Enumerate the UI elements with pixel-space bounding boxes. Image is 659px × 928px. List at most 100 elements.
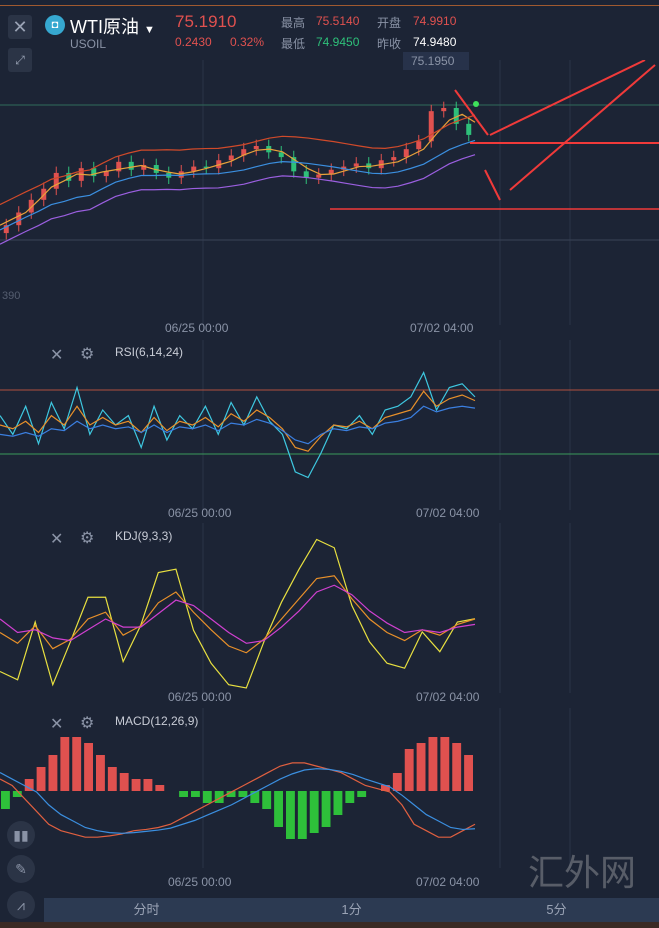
candle-body (416, 141, 422, 150)
symbol-code: USOIL (70, 37, 107, 51)
close-button[interactable]: ✕ (8, 15, 32, 39)
rsi24-line (0, 405, 476, 445)
macd-bar (452, 743, 462, 791)
j-line (0, 538, 476, 689)
expand-icon: ⤢ (15, 52, 25, 67)
macd-bar (381, 785, 390, 791)
date-label: 06/25 00:00 (168, 875, 232, 889)
rsi6-line (0, 370, 476, 479)
macd-bar (96, 755, 105, 791)
macd-bar (416, 743, 426, 791)
close-icon: ✕ (12, 16, 28, 37)
rsi-chart[interactable] (0, 340, 659, 523)
close-indicator-icon[interactable]: ✕ (50, 531, 64, 548)
macd-bar (179, 791, 188, 797)
candle-body (216, 160, 222, 169)
candle-body (3, 225, 9, 234)
candle-body (328, 169, 334, 175)
macd-bar (250, 791, 260, 803)
open-label: 开盘 (377, 16, 402, 30)
macd-bar (309, 791, 319, 833)
symbol-logo-icon: ◘ (45, 15, 65, 35)
date-label: 06/25 00:00 (168, 690, 232, 704)
price-change-pct: 0.32% (230, 35, 265, 49)
settings-gear-icon[interactable]: ⚙ (80, 530, 95, 547)
candle-body (303, 171, 309, 178)
macd-bar (357, 791, 367, 797)
trend-arrow (489, 60, 646, 136)
trend-arrow (454, 89, 489, 136)
macd-bar (36, 767, 46, 791)
last-price: 75.1910 (175, 12, 237, 31)
candle-body (291, 157, 297, 172)
tab-timeshare[interactable]: 分时 (133, 902, 160, 917)
tab-1min[interactable]: 1分 (341, 902, 362, 917)
macd-bar (1, 791, 10, 809)
macd-bar (226, 791, 236, 797)
macd-bar (72, 737, 82, 791)
candle-body (253, 146, 259, 150)
candle-body (453, 108, 459, 124)
macd-bar (404, 749, 414, 791)
top-divider (0, 5, 659, 6)
close-indicator-icon[interactable]: ✕ (50, 347, 64, 364)
macd-bar (214, 791, 224, 803)
rsi-label: RSI(6,14,24) (115, 345, 184, 359)
tab-5min[interactable]: 5分 (546, 902, 567, 917)
macd-bar (107, 767, 117, 791)
macd-bar (24, 779, 34, 791)
candle-body (428, 111, 434, 142)
macd-label: MACD(12,26,9) (115, 714, 199, 728)
candle-body (28, 199, 34, 213)
candle-body (178, 171, 184, 178)
date-label: 06/25 00:00 (168, 506, 232, 520)
bottom-bar (0, 922, 659, 928)
crosshair-tooltip: 75.1950 (403, 52, 469, 70)
candlestick-tool-button[interactable]: ▮▮ (7, 821, 35, 849)
macd-bar (262, 791, 272, 809)
date-label: 07/02 04:00 (416, 506, 480, 520)
macd-bar (297, 791, 307, 839)
macd-bar (60, 737, 70, 791)
macd-bar (392, 773, 402, 791)
candle-body (391, 157, 397, 161)
price-change: 0.2430 (175, 35, 212, 49)
settings-gear-icon[interactable]: ⚙ (80, 346, 95, 363)
trend-arrow (484, 169, 501, 201)
kdj-chart[interactable] (0, 523, 659, 708)
candle-body (353, 163, 359, 167)
timeframe-tabs: 分时 1分 5分 (44, 898, 659, 922)
candle-body (441, 108, 447, 112)
candlestick-icon: ▮▮ (13, 826, 29, 843)
expand-button[interactable]: ⤢ (8, 48, 32, 72)
candle-body (128, 161, 134, 170)
indicator-icon: ⩘ (17, 896, 25, 913)
macd-bar (119, 773, 129, 791)
candle-body (466, 123, 472, 135)
macd-bar (464, 755, 473, 791)
candle-body (228, 155, 234, 161)
pencil-icon: ✎ (15, 860, 27, 877)
crosshair-price: 75.1950 (411, 54, 455, 68)
macd-bar (274, 791, 283, 827)
trend-arrow (509, 64, 656, 191)
close-indicator-icon[interactable]: ✕ (50, 716, 64, 733)
candle-body (203, 166, 209, 169)
price-chart[interactable] (0, 60, 659, 340)
settings-gear-icon[interactable]: ⚙ (80, 715, 95, 732)
candle-body (191, 166, 197, 172)
k-line (0, 575, 476, 654)
symbol-selector[interactable]: WTI原油 ▼ (70, 13, 155, 39)
candle-body (403, 149, 409, 158)
date-label: 07/02 04:00 (410, 321, 474, 335)
indicator-tool-button[interactable]: ⩘ (7, 891, 35, 919)
draw-tool-button[interactable]: ✎ (7, 855, 35, 883)
candle-body (116, 161, 122, 172)
macd-chart[interactable] (0, 708, 659, 898)
macd-bar (321, 791, 331, 827)
current-price-dot (473, 101, 479, 107)
date-label: 07/02 04:00 (416, 875, 480, 889)
macd-bar (12, 791, 22, 797)
candle-body (16, 212, 22, 226)
kdj-label: KDJ(9,3,3) (115, 529, 173, 543)
